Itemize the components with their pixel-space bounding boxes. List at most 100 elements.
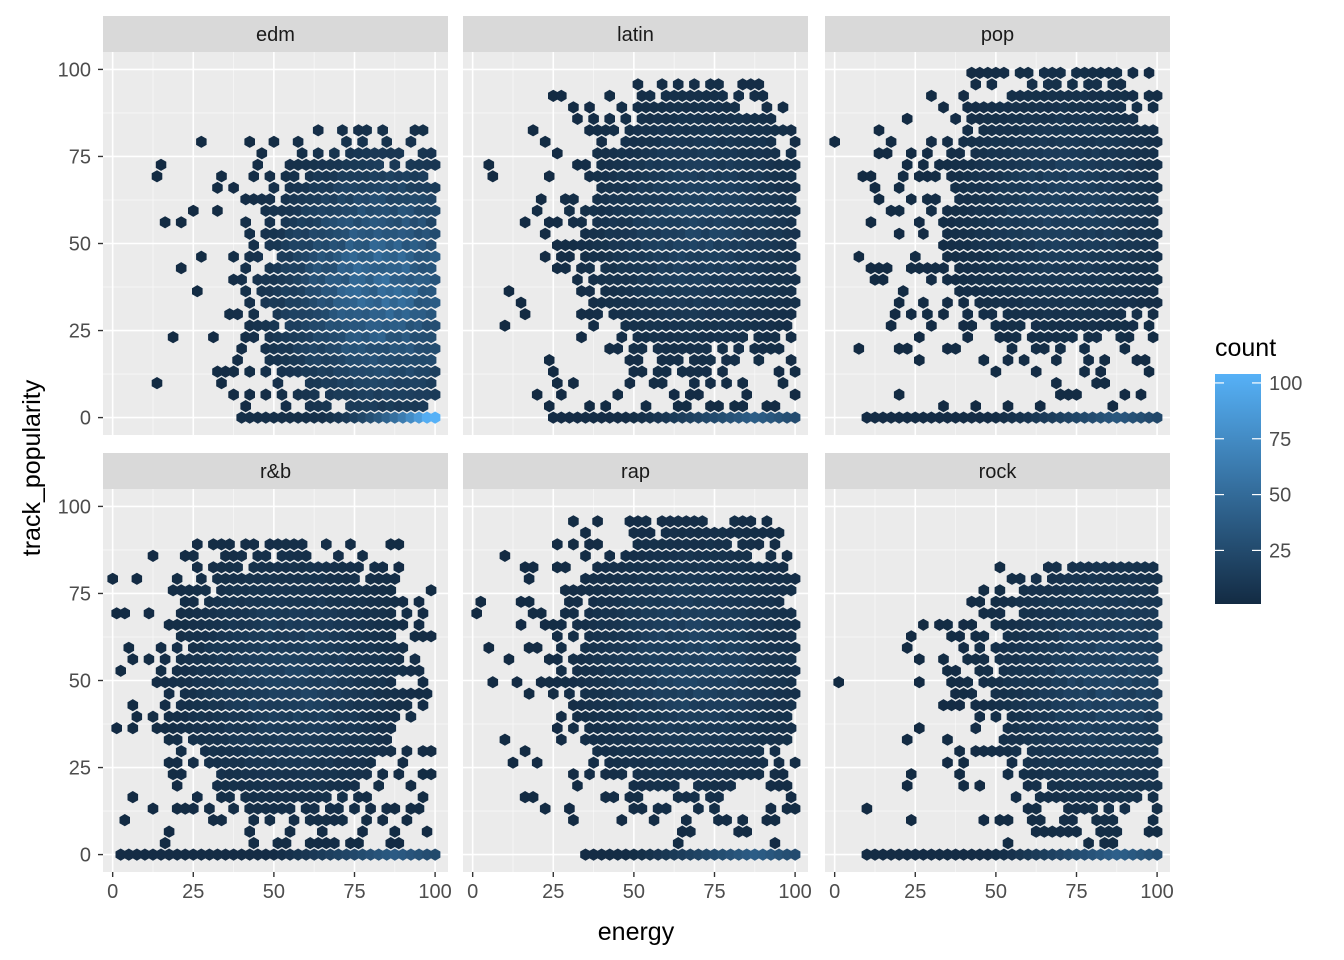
hexbin-cell (393, 538, 405, 551)
hexbin-cell (228, 641, 239, 654)
hexbin-cell (652, 112, 664, 125)
hexbin-cell (749, 112, 761, 125)
hexbin-cell (717, 319, 728, 332)
hexbin-cell (785, 239, 797, 252)
hexbin-cell (580, 710, 591, 723)
hexbin-cell (926, 411, 937, 424)
hexbin-cell (749, 227, 761, 240)
hexbin-cell (296, 791, 308, 804)
hexbin-cell (244, 365, 255, 378)
hexbin-cell (636, 273, 648, 286)
hexbin-cell (381, 227, 392, 240)
hexbin-cell (990, 848, 1002, 861)
hexbin-cell (789, 250, 801, 263)
hexbin-cell (584, 676, 595, 689)
hexbin-cell (421, 227, 433, 240)
hexbin-cell (652, 158, 664, 171)
hexbin-cell (535, 193, 547, 206)
hexbin-cell (1139, 745, 1151, 758)
hexbin-cell (769, 768, 781, 781)
hexbin-cell (1095, 848, 1106, 861)
hexbin-cell (296, 331, 308, 344)
hexbin-cell (1099, 584, 1110, 597)
hexbin-cell (624, 124, 636, 137)
hexbin-cell (978, 699, 990, 712)
hexbin-cell (1135, 664, 1147, 677)
hexbin-cell (377, 262, 388, 275)
hexbin-cell (946, 630, 957, 643)
y-axis-title: track_popularity (18, 379, 46, 556)
hexbin-cell (713, 538, 724, 551)
hexbin-cell (721, 170, 732, 183)
hexbin-cell (308, 204, 320, 217)
hexbin-cell (596, 733, 607, 746)
hexbin-cell (733, 342, 744, 355)
hexbin-cell (321, 400, 332, 413)
hexbin-cell (417, 147, 429, 160)
hexbin-cell (252, 158, 263, 171)
hexbin-cell (244, 687, 255, 700)
hexbin-cell (640, 653, 652, 666)
hexbin-cell (312, 124, 324, 137)
hexbin-cell (272, 630, 284, 643)
hexbin-cell (1043, 653, 1054, 666)
hexbin-cell (425, 216, 437, 229)
hexbin-cell (179, 664, 191, 677)
hexbin-cell (1123, 584, 1135, 597)
hexbin-cell (713, 239, 724, 252)
hexbin-cell (345, 216, 356, 229)
hexbin-cell (668, 204, 680, 217)
hexbin-cell (1018, 124, 1030, 137)
hexbin-cell (648, 607, 660, 620)
hexbin-cell (672, 515, 684, 528)
hexbin-cell (584, 262, 595, 275)
hexbin-cell (147, 802, 159, 815)
legend-tick-label: 25 (1269, 540, 1291, 562)
hexbin-cell (1063, 158, 1074, 171)
hexbin-cell (381, 181, 392, 194)
hexbin-cell (212, 687, 223, 700)
hexbin-cell (769, 630, 781, 643)
hexbin-cell (304, 170, 316, 183)
hexbin-cell (552, 377, 563, 390)
hexbin-cell (333, 687, 344, 700)
hexbin-cell (192, 584, 203, 597)
hexbin-cell (389, 365, 401, 378)
hexbin-cell (608, 768, 619, 781)
hexbin-cell (681, 515, 692, 528)
hexbin-cell (644, 848, 656, 861)
hexbin-cell (341, 158, 352, 171)
hexbin-cell (1010, 745, 1022, 758)
hexbin-cell (1095, 618, 1106, 631)
hexbin-cell (560, 262, 571, 275)
hexbin-cell (292, 779, 304, 792)
hexbin-cell (749, 710, 761, 723)
hexbin-cell (385, 331, 397, 344)
hexbin-cell (1111, 204, 1123, 217)
hexbin-cell (244, 779, 255, 792)
hexbin-cell (1139, 193, 1151, 206)
hexbin-cell (337, 124, 348, 137)
hexbin-cell (1055, 158, 1066, 171)
hexbin-cell (749, 756, 761, 769)
hexbin-cell (906, 814, 917, 827)
hexbin-cell (429, 342, 441, 355)
hexbin-cell (337, 193, 348, 206)
hexbin-cell (296, 285, 308, 298)
hexbin-cell (644, 89, 656, 102)
hexbin-cell (1103, 687, 1114, 700)
hexbin-cell (377, 722, 388, 735)
hexbin-cell (689, 101, 700, 114)
hexbin-cell (175, 676, 187, 689)
hexbin-cell (1079, 687, 1090, 700)
hexbin-cell (1111, 733, 1123, 746)
hexbin-cell (333, 273, 344, 286)
hexbin-cell (869, 848, 881, 861)
hexbin-cell (741, 710, 752, 723)
hexbin-cell (1099, 607, 1110, 620)
hexbin-cell (167, 768, 179, 781)
hexbin-cell (681, 101, 692, 114)
hexbin-cell (417, 239, 429, 252)
hexbin-cell (668, 779, 680, 792)
hexbin-cell (155, 641, 167, 654)
